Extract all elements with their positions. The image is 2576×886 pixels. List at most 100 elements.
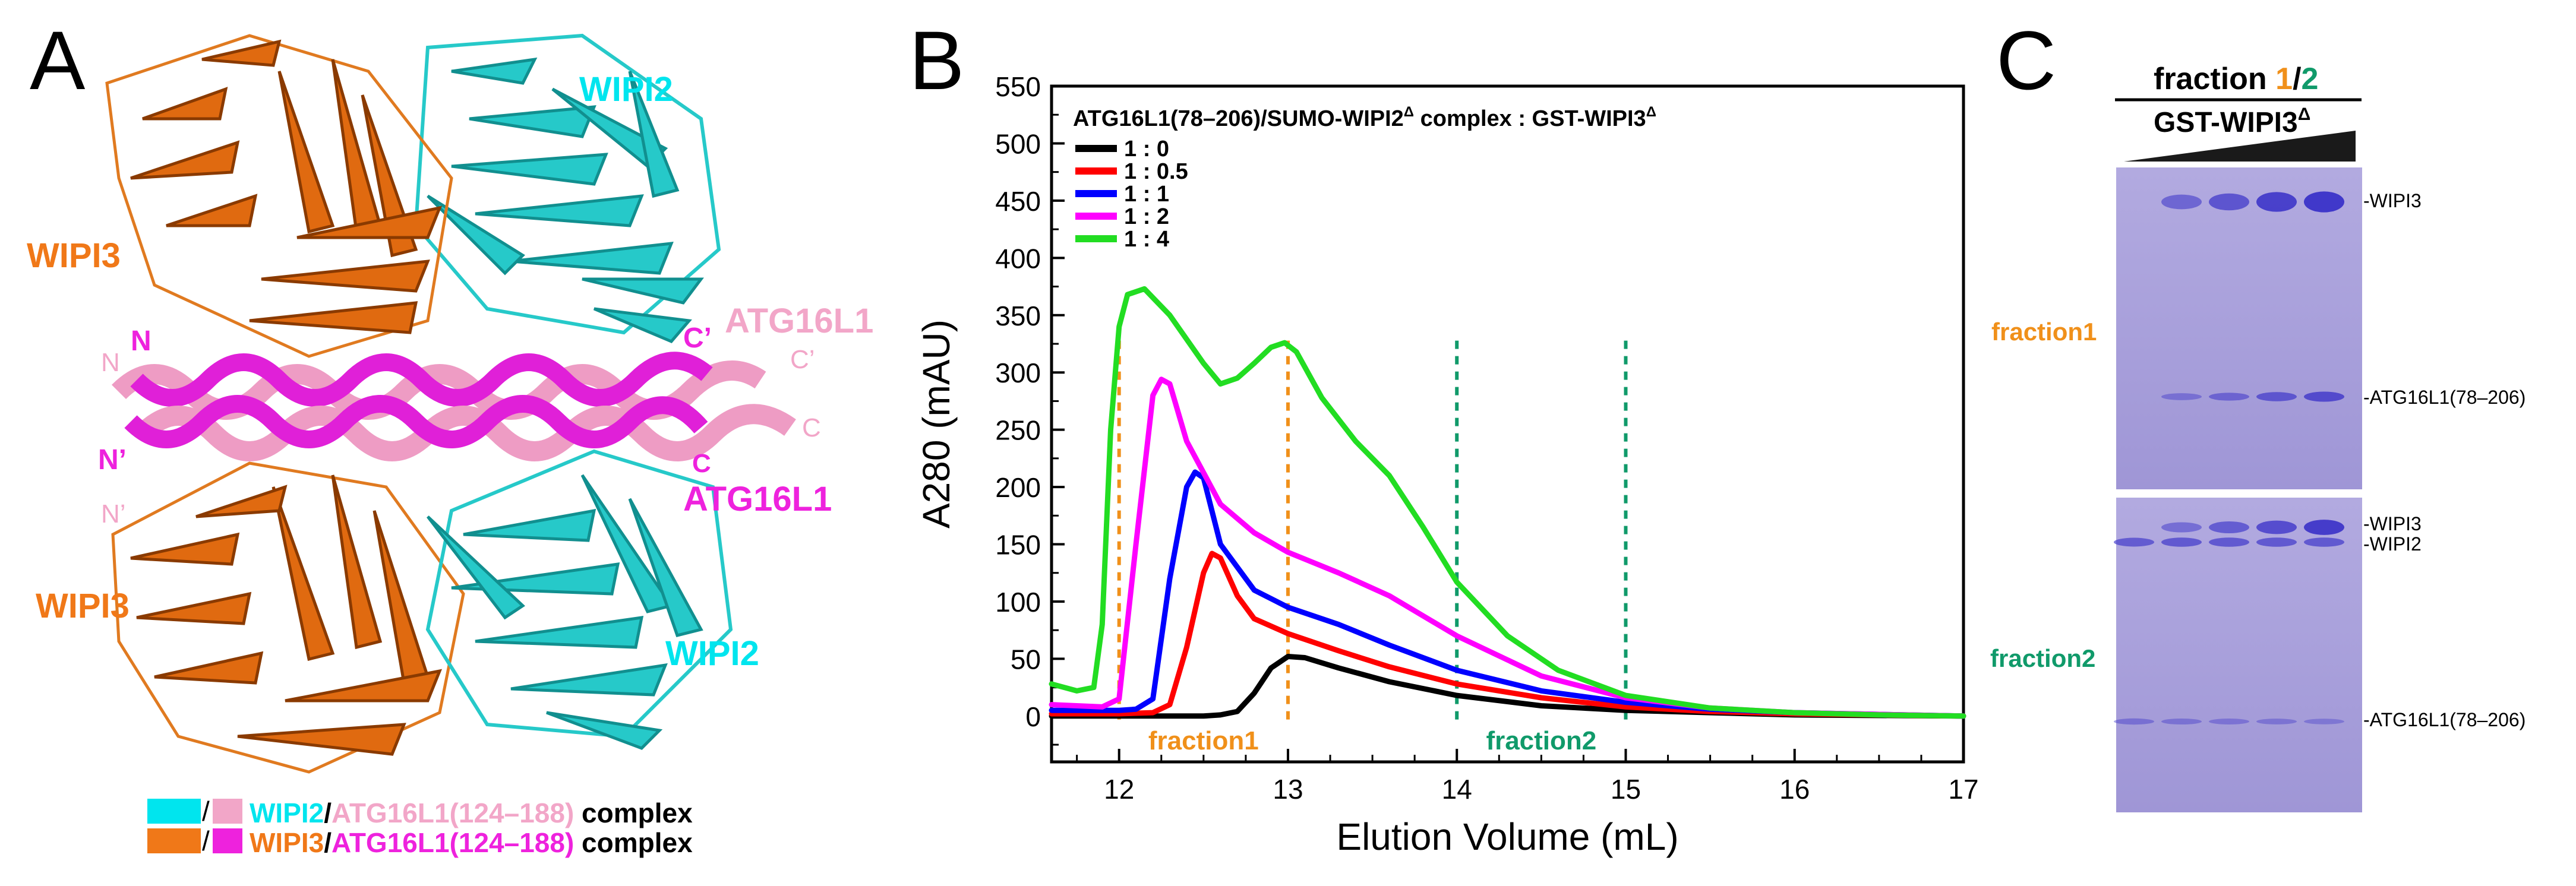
gel-band-wipi2-bottom	[2304, 537, 2344, 547]
panel-b: B 0 50 100 150 200 250 300 350 400 450 500 550 12 13 1…	[909, 14, 1979, 858]
y-tick-label: 450	[995, 186, 1041, 217]
panel-label-c: C	[1996, 14, 2056, 107]
y-tick-label: 200	[995, 472, 1041, 503]
gel-top	[2116, 167, 2362, 489]
atg16l1-magenta-helix-lower	[124, 395, 708, 448]
series-line-3	[1049, 469, 1966, 719]
band-label-wipi3-top: -WIPI3	[2363, 190, 2422, 211]
y-axis-label: A280 (mAU)	[915, 319, 958, 529]
band-label-wipi2-bottom: -WIPI2	[2363, 533, 2422, 555]
elution-chart: 0 50 100 150 200 250 300 350 400 450 500 550 12 13 14 1…	[915, 71, 1979, 858]
label-c-magenta: C	[692, 449, 711, 478]
gel-band-atg-bottom	[2209, 719, 2249, 724]
legend-swatch-wipi2	[147, 799, 201, 824]
gel-band-wipi2-bottom	[2161, 537, 2202, 547]
gel-band-atg-top	[2256, 392, 2297, 401]
gel-band-atg-bottom	[2304, 719, 2344, 724]
wipi2-bottom-structure	[425, 449, 733, 750]
x-tick-label: 14	[1442, 774, 1472, 805]
label-n-prime-pink: N’	[101, 499, 126, 529]
gel-band-wipi3-top	[2161, 194, 2202, 210]
legend-swatch-atg-magenta	[213, 828, 242, 853]
y-tick-label: 50	[1011, 644, 1041, 675]
band-label-atg-bottom: -ATG16L1(78–206)	[2363, 709, 2526, 730]
gel-band-wipi3-bottom	[2256, 520, 2297, 534]
series-line-1	[1049, 654, 1966, 719]
label-wipi2-bottom: WIPI2	[665, 634, 759, 673]
legend-slash-text-2: /	[324, 827, 332, 858]
x-tick-label: 13	[1273, 774, 1303, 805]
gel-band-atg-bottom	[2256, 719, 2297, 724]
label-n-prime-magenta: N’	[98, 444, 127, 476]
gel-band-wipi2-bottom	[2114, 537, 2154, 547]
gel-band-atg-top	[2209, 393, 2249, 401]
label-atg16l1-magenta: ATG16L1	[683, 480, 832, 518]
gel-band-atg-top	[2161, 393, 2202, 400]
y-tick-label: 0	[1025, 701, 1041, 732]
gel-header-2: 2	[2302, 62, 2319, 96]
y-tick-label: 500	[995, 128, 1041, 159]
gel-band-wipi3-bottom	[2161, 522, 2202, 533]
x-tick-label: 12	[1104, 774, 1134, 805]
legend-swatch-wipi3	[147, 828, 201, 853]
atg16l1-pink-helix-lower	[135, 404, 796, 461]
gel-gradient-sup: Δ	[2298, 105, 2311, 124]
series-line-2	[1049, 550, 1966, 719]
legend-label-5: 1 : 4	[1124, 227, 1169, 252]
gel-band-wipi2-bottom	[2256, 537, 2297, 547]
atg16l1-magenta-helix-upper	[130, 352, 713, 407]
x-axis-label: Elution Volume (mL)	[1336, 815, 1678, 858]
legend-label-2: 1 : 0.5	[1124, 159, 1188, 184]
panel-label-a: A	[30, 14, 86, 107]
legend-wipi3-text: WIPI3	[250, 827, 324, 858]
legend-complex-text-2: complex	[574, 827, 693, 858]
panel-a: A	[27, 14, 873, 858]
chart-title-sup: Δ	[1646, 104, 1656, 120]
gel-band-atg-bottom	[2161, 718, 2202, 725]
wipi3-top-structure	[105, 34, 453, 358]
gel-band-wipi3-top	[2256, 192, 2297, 212]
legend-atg-magenta-text: ATG16L1(124–188)	[332, 827, 574, 858]
fraction2-label: fraction2	[1486, 726, 1596, 755]
x-tick-label: 15	[1611, 774, 1641, 805]
legend-slash-2: /	[202, 825, 210, 856]
label-atg16l1-pink: ATG16L1	[725, 302, 873, 340]
panel-label-b: B	[909, 14, 964, 107]
y-tick-label: 250	[995, 415, 1041, 446]
label-n-magenta: N	[131, 325, 151, 357]
label-wipi3-top: WIPI3	[27, 236, 121, 275]
gel-fraction1-label: fraction1	[1991, 318, 2097, 346]
chart-title-part: complex : GST-WIPI3	[1414, 106, 1646, 131]
panel-a-legend: / WIPI2/ATG16L1(124–188) complex / WIPI3…	[147, 796, 693, 858]
legend-wipi2-text: WIPI2	[250, 798, 324, 828]
gel-bands	[2114, 191, 2344, 725]
atg16l1-helices	[111, 352, 796, 461]
y-tick-label: 100	[995, 587, 1041, 618]
legend-label-3: 1 : 1	[1124, 182, 1169, 207]
legend-line-1: WIPI2/ATG16L1(124–188) complex	[250, 798, 693, 828]
gel-header-fraction: fraction 1/2	[2154, 62, 2318, 96]
gel-gradient-wedge	[2124, 131, 2356, 162]
gel-header-1: 1	[2275, 62, 2293, 96]
gel-band-atg-top	[2304, 391, 2344, 402]
legend-label-1: 1 : 0	[1124, 137, 1169, 162]
chart-title: ATG16L1(78–206)/SUMO-WIPI2Δ complex : GS…	[1073, 104, 1656, 131]
gel-band-atg-bottom	[2114, 718, 2154, 725]
legend-slash-1: /	[202, 796, 210, 827]
y-tick-label: 550	[995, 71, 1041, 102]
label-wipi2-top: WIPI2	[579, 70, 673, 109]
legend-atg-pink-text: ATG16L1(124–188)	[332, 798, 574, 828]
series-line-5	[1049, 286, 1966, 719]
band-label-atg-top: -ATG16L1(78–206)	[2363, 387, 2526, 408]
label-n-pink: N	[101, 348, 120, 377]
gel-bottom	[2116, 498, 2362, 812]
wipi3-bottom-structure	[111, 461, 465, 774]
gel-header-slash: /	[2293, 62, 2301, 96]
gel-fraction2-label: fraction2	[1990, 644, 2095, 672]
label-c-prime-magenta: C’	[683, 322, 712, 354]
x-tick-label: 17	[1948, 774, 1978, 805]
band-label-wipi3-bottom: -WIPI3	[2363, 513, 2422, 534]
legend-complex-text-1: complex	[574, 798, 693, 828]
panel-c: C fraction 1/2 GST-WIPI3Δ fraction1 frac…	[1990, 14, 2526, 812]
